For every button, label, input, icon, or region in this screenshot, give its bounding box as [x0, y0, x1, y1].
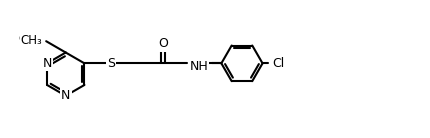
Text: CH₃: CH₃ — [20, 34, 42, 47]
Text: S: S — [107, 57, 115, 70]
Text: NH: NH — [190, 60, 208, 73]
Text: N: N — [61, 89, 71, 102]
Text: N: N — [42, 57, 52, 70]
Text: Cl: Cl — [272, 57, 285, 70]
Text: O: O — [158, 37, 168, 50]
Text: CH₃: CH₃ — [19, 34, 40, 44]
